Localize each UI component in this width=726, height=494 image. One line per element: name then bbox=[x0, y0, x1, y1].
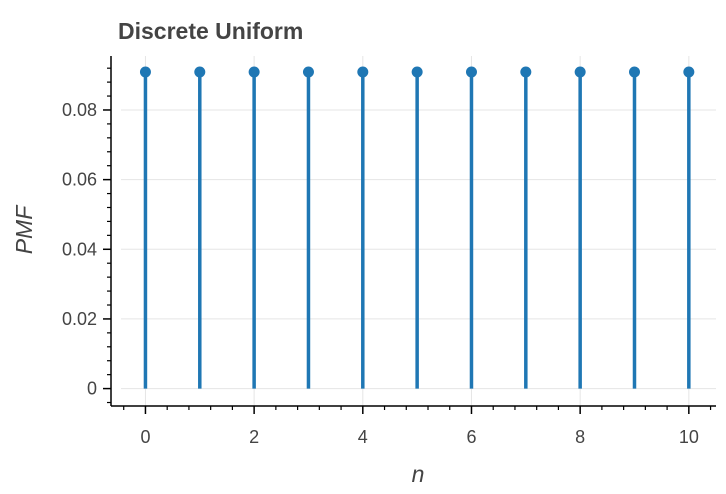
x-tick-label-4: 8 bbox=[575, 427, 585, 447]
stem-marker-9 bbox=[628, 66, 640, 78]
x-tick-label-2: 4 bbox=[358, 427, 368, 447]
y-tick-label-4: 0.08 bbox=[62, 100, 97, 120]
y-tick-label-1: 0.02 bbox=[62, 309, 97, 329]
stem-marker-10 bbox=[683, 66, 695, 78]
stem-marker-2 bbox=[248, 66, 260, 78]
chart-title: Discrete Uniform bbox=[118, 18, 303, 44]
stem-marker-3 bbox=[302, 66, 314, 78]
stem-marker-1 bbox=[194, 66, 206, 78]
stem-marker-5 bbox=[411, 66, 423, 78]
stem-marker-0 bbox=[139, 66, 151, 78]
y-tick-label-2: 0.04 bbox=[62, 239, 97, 259]
axes: 0 2 4 6 8 10 0 0.02 0.04 0.06 0.08 bbox=[62, 56, 716, 447]
x-tick-label-3: 6 bbox=[466, 427, 476, 447]
y-tick-label-3: 0.06 bbox=[62, 170, 97, 190]
stem-marker-4 bbox=[357, 66, 369, 78]
stems bbox=[139, 66, 695, 389]
stem-marker-6 bbox=[465, 66, 477, 78]
y-tick-label-0: 0 bbox=[87, 379, 97, 399]
stem-marker-7 bbox=[520, 66, 532, 78]
y-axis-label: PMF bbox=[11, 204, 37, 255]
x-tick-label-5: 10 bbox=[679, 427, 699, 447]
x-tick-label-1: 2 bbox=[249, 427, 259, 447]
stem-marker-8 bbox=[574, 66, 586, 78]
x-axis-label: n bbox=[412, 461, 425, 487]
x-tick-label-0: 0 bbox=[140, 427, 150, 447]
